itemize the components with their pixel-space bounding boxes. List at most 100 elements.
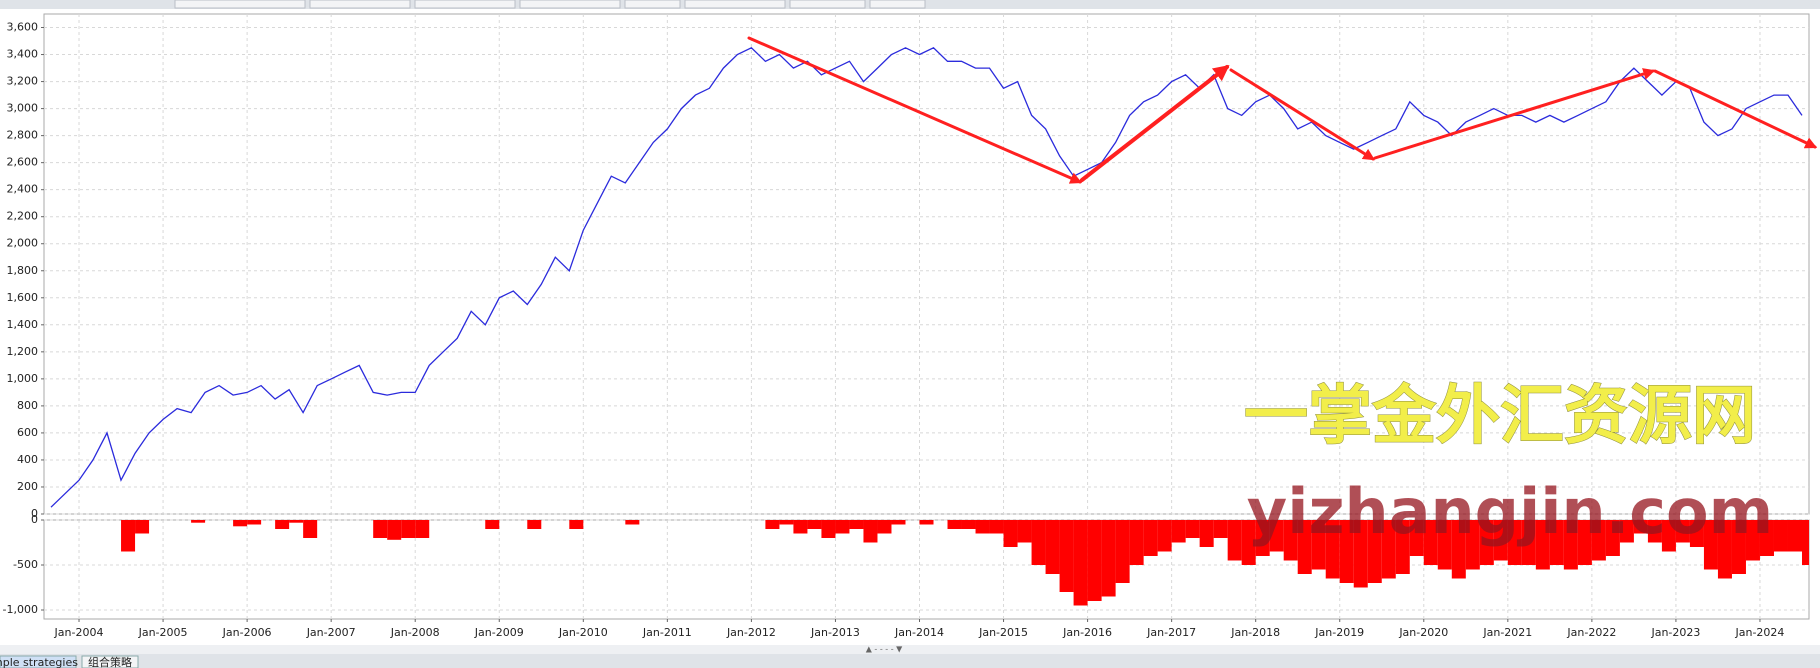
y-tick-label: 3,400 bbox=[7, 48, 39, 61]
tab[interactable] bbox=[309, 0, 411, 9]
drawdown-bar bbox=[1437, 520, 1452, 570]
y-tick-label: 1,400 bbox=[7, 318, 39, 331]
drawdown-bar bbox=[247, 520, 262, 525]
drawdown-bar bbox=[793, 520, 808, 534]
x-tick-label: Jan-2013 bbox=[810, 626, 860, 639]
tab[interactable] bbox=[869, 0, 926, 9]
drawdown-bar bbox=[1759, 520, 1774, 556]
drawdown-bar bbox=[891, 520, 906, 525]
drawdown-bar bbox=[1227, 520, 1242, 561]
arrow bbox=[747, 36, 1083, 184]
drawdown-bar bbox=[1283, 520, 1298, 561]
drawdown-bar bbox=[275, 520, 290, 529]
drawdown-bar bbox=[1451, 520, 1466, 579]
y-tick-label: 2,400 bbox=[7, 183, 39, 196]
drawdown-bar bbox=[1297, 520, 1312, 574]
y-tick-label: 1,800 bbox=[7, 264, 39, 277]
x-tick-label: Jan-2017 bbox=[1146, 626, 1196, 639]
x-tick-label: Jan-2023 bbox=[1650, 626, 1700, 639]
y-tick-label: 600 bbox=[17, 426, 38, 439]
drawdown-bar bbox=[1003, 520, 1018, 547]
y-tick-label: 1,200 bbox=[7, 345, 39, 358]
drawdown-bar bbox=[1549, 520, 1564, 565]
drawdown-bar bbox=[1605, 520, 1620, 556]
drawdown-bar bbox=[1717, 520, 1732, 579]
drawdown-bar bbox=[1255, 520, 1270, 556]
x-tick-label: Jan-2024 bbox=[1735, 626, 1785, 639]
drawdown-bar bbox=[1787, 520, 1802, 552]
drawdown-bar bbox=[849, 520, 864, 529]
y-tick-label: 0 bbox=[31, 507, 38, 520]
tab-label[interactable]: mple strategies bbox=[0, 656, 78, 668]
tab[interactable] bbox=[519, 0, 621, 9]
drawdown-bar bbox=[1325, 520, 1340, 579]
tab[interactable] bbox=[414, 0, 516, 9]
splitter[interactable]: ▲ - - - - ▼ bbox=[866, 645, 903, 654]
tab[interactable] bbox=[789, 0, 866, 9]
tab[interactable] bbox=[81, 655, 139, 668]
drawdown-bar bbox=[919, 520, 934, 525]
y-tick-label: 2,200 bbox=[7, 210, 39, 223]
y-tick-label: 3,200 bbox=[7, 75, 39, 88]
y-tick-label: 2,600 bbox=[7, 156, 39, 169]
x-tick-label: Jan-2006 bbox=[222, 626, 272, 639]
drawdown-bar bbox=[1073, 520, 1088, 606]
arrow bbox=[1373, 68, 1656, 160]
drawdown-bar bbox=[821, 520, 836, 538]
y-tick-label: -500 bbox=[13, 558, 38, 571]
x-tick-label: Jan-2020 bbox=[1398, 626, 1448, 639]
drawdown-bar bbox=[765, 520, 780, 529]
tab[interactable] bbox=[684, 0, 786, 9]
drawdown-bar bbox=[569, 520, 584, 529]
y-tick-label: 0 bbox=[31, 513, 38, 526]
drawdown-bar bbox=[233, 520, 248, 527]
drawdown-bar bbox=[625, 520, 640, 525]
x-tick-label: Jan-2018 bbox=[1230, 626, 1280, 639]
x-tick-label: Jan-2022 bbox=[1566, 626, 1616, 639]
drawdown-bar bbox=[1087, 520, 1102, 601]
drawdown-bar bbox=[863, 520, 878, 543]
tab[interactable] bbox=[174, 0, 306, 9]
drawdown-bar bbox=[1409, 520, 1424, 556]
drawdown-bar bbox=[1423, 520, 1438, 565]
y-tick-label: 1,000 bbox=[7, 372, 39, 385]
y-tick-label: 3,000 bbox=[7, 102, 39, 115]
drawdown-bar bbox=[1745, 520, 1760, 561]
drawdown-bar bbox=[1045, 520, 1060, 574]
watermark: yizhangjin.com bbox=[1247, 475, 1773, 548]
y-tick-label: 400 bbox=[17, 453, 38, 466]
drawdown-bar bbox=[387, 520, 402, 540]
drawdown-bar bbox=[1241, 520, 1256, 565]
tab-label[interactable]: 组合策略 bbox=[88, 655, 132, 668]
tab-bar bbox=[0, 654, 1820, 668]
drawdown-bar bbox=[1143, 520, 1158, 556]
y-tick-label: 3,600 bbox=[7, 21, 39, 34]
drawdown-bar bbox=[1563, 520, 1578, 570]
x-tick-label: Jan-2004 bbox=[54, 626, 104, 639]
drawdown-bar bbox=[779, 520, 794, 525]
drawdown-bar bbox=[877, 520, 892, 534]
drawdown-bar bbox=[527, 520, 542, 529]
drawdown-bar bbox=[1647, 520, 1662, 543]
y-tick-label: -1,000 bbox=[3, 603, 38, 616]
x-tick-label: Jan-2008 bbox=[390, 626, 440, 639]
drawdown-bar bbox=[1101, 520, 1116, 597]
drawdown-bar bbox=[1535, 520, 1550, 570]
drawdown-bar bbox=[961, 520, 976, 529]
drawdown-bar bbox=[989, 520, 1004, 534]
tab[interactable] bbox=[624, 0, 681, 9]
tab[interactable] bbox=[0, 655, 77, 668]
drawdown-bar bbox=[1619, 520, 1634, 543]
drawdown-bar bbox=[1521, 520, 1536, 565]
drawdown-bar bbox=[1339, 520, 1354, 583]
drawdown-bar bbox=[975, 520, 990, 534]
top-plot bbox=[43, 13, 1810, 515]
drawdown-bar bbox=[1059, 520, 1074, 592]
drawdown-bar bbox=[835, 520, 850, 534]
drawdown-bar bbox=[807, 520, 822, 529]
y-tick-label: 800 bbox=[17, 399, 38, 412]
x-tick-label: Jan-2021 bbox=[1482, 626, 1532, 639]
drawdown-bar bbox=[1115, 520, 1130, 583]
drawdown-bar bbox=[1507, 520, 1522, 565]
